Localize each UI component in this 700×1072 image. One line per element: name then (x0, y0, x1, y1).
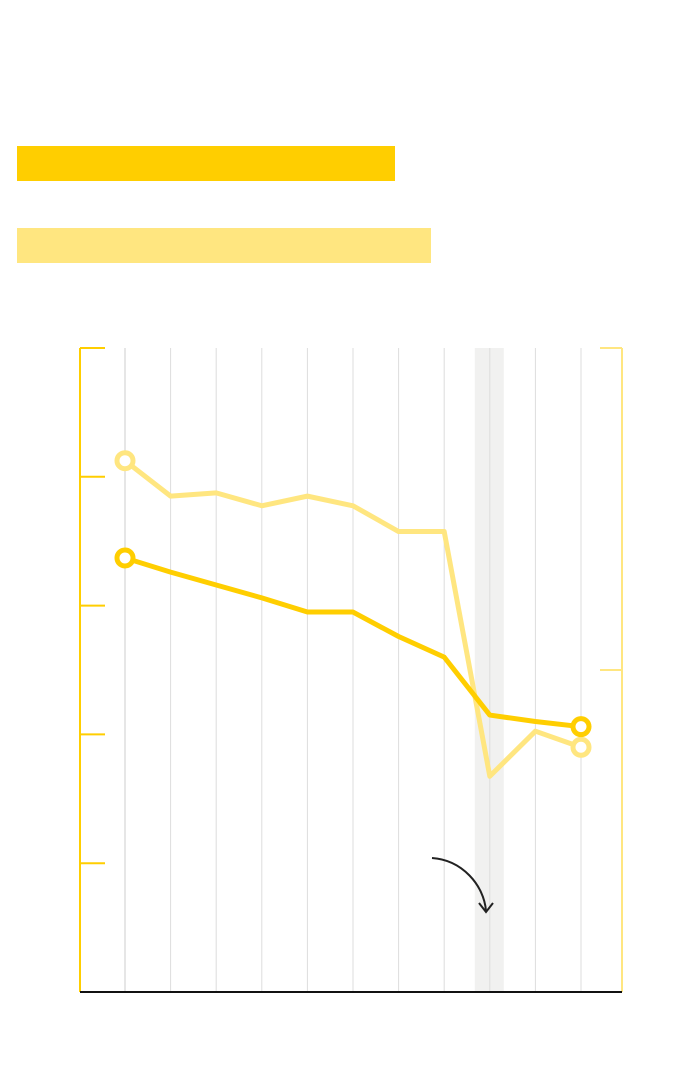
series-end-marker-light (114, 450, 136, 472)
series-end-marker-dark (570, 716, 592, 738)
series-end-marker-dark (114, 547, 136, 569)
legend-swatch-dark-series (17, 146, 395, 181)
legend-swatch-light-series (17, 228, 431, 263)
series-line-dark (124, 555, 582, 730)
series-line-light (123, 458, 582, 779)
series-end-marker-light (570, 736, 592, 758)
annotation-arrowhead-icon (478, 902, 494, 914)
annotation-arrow (431, 857, 487, 912)
